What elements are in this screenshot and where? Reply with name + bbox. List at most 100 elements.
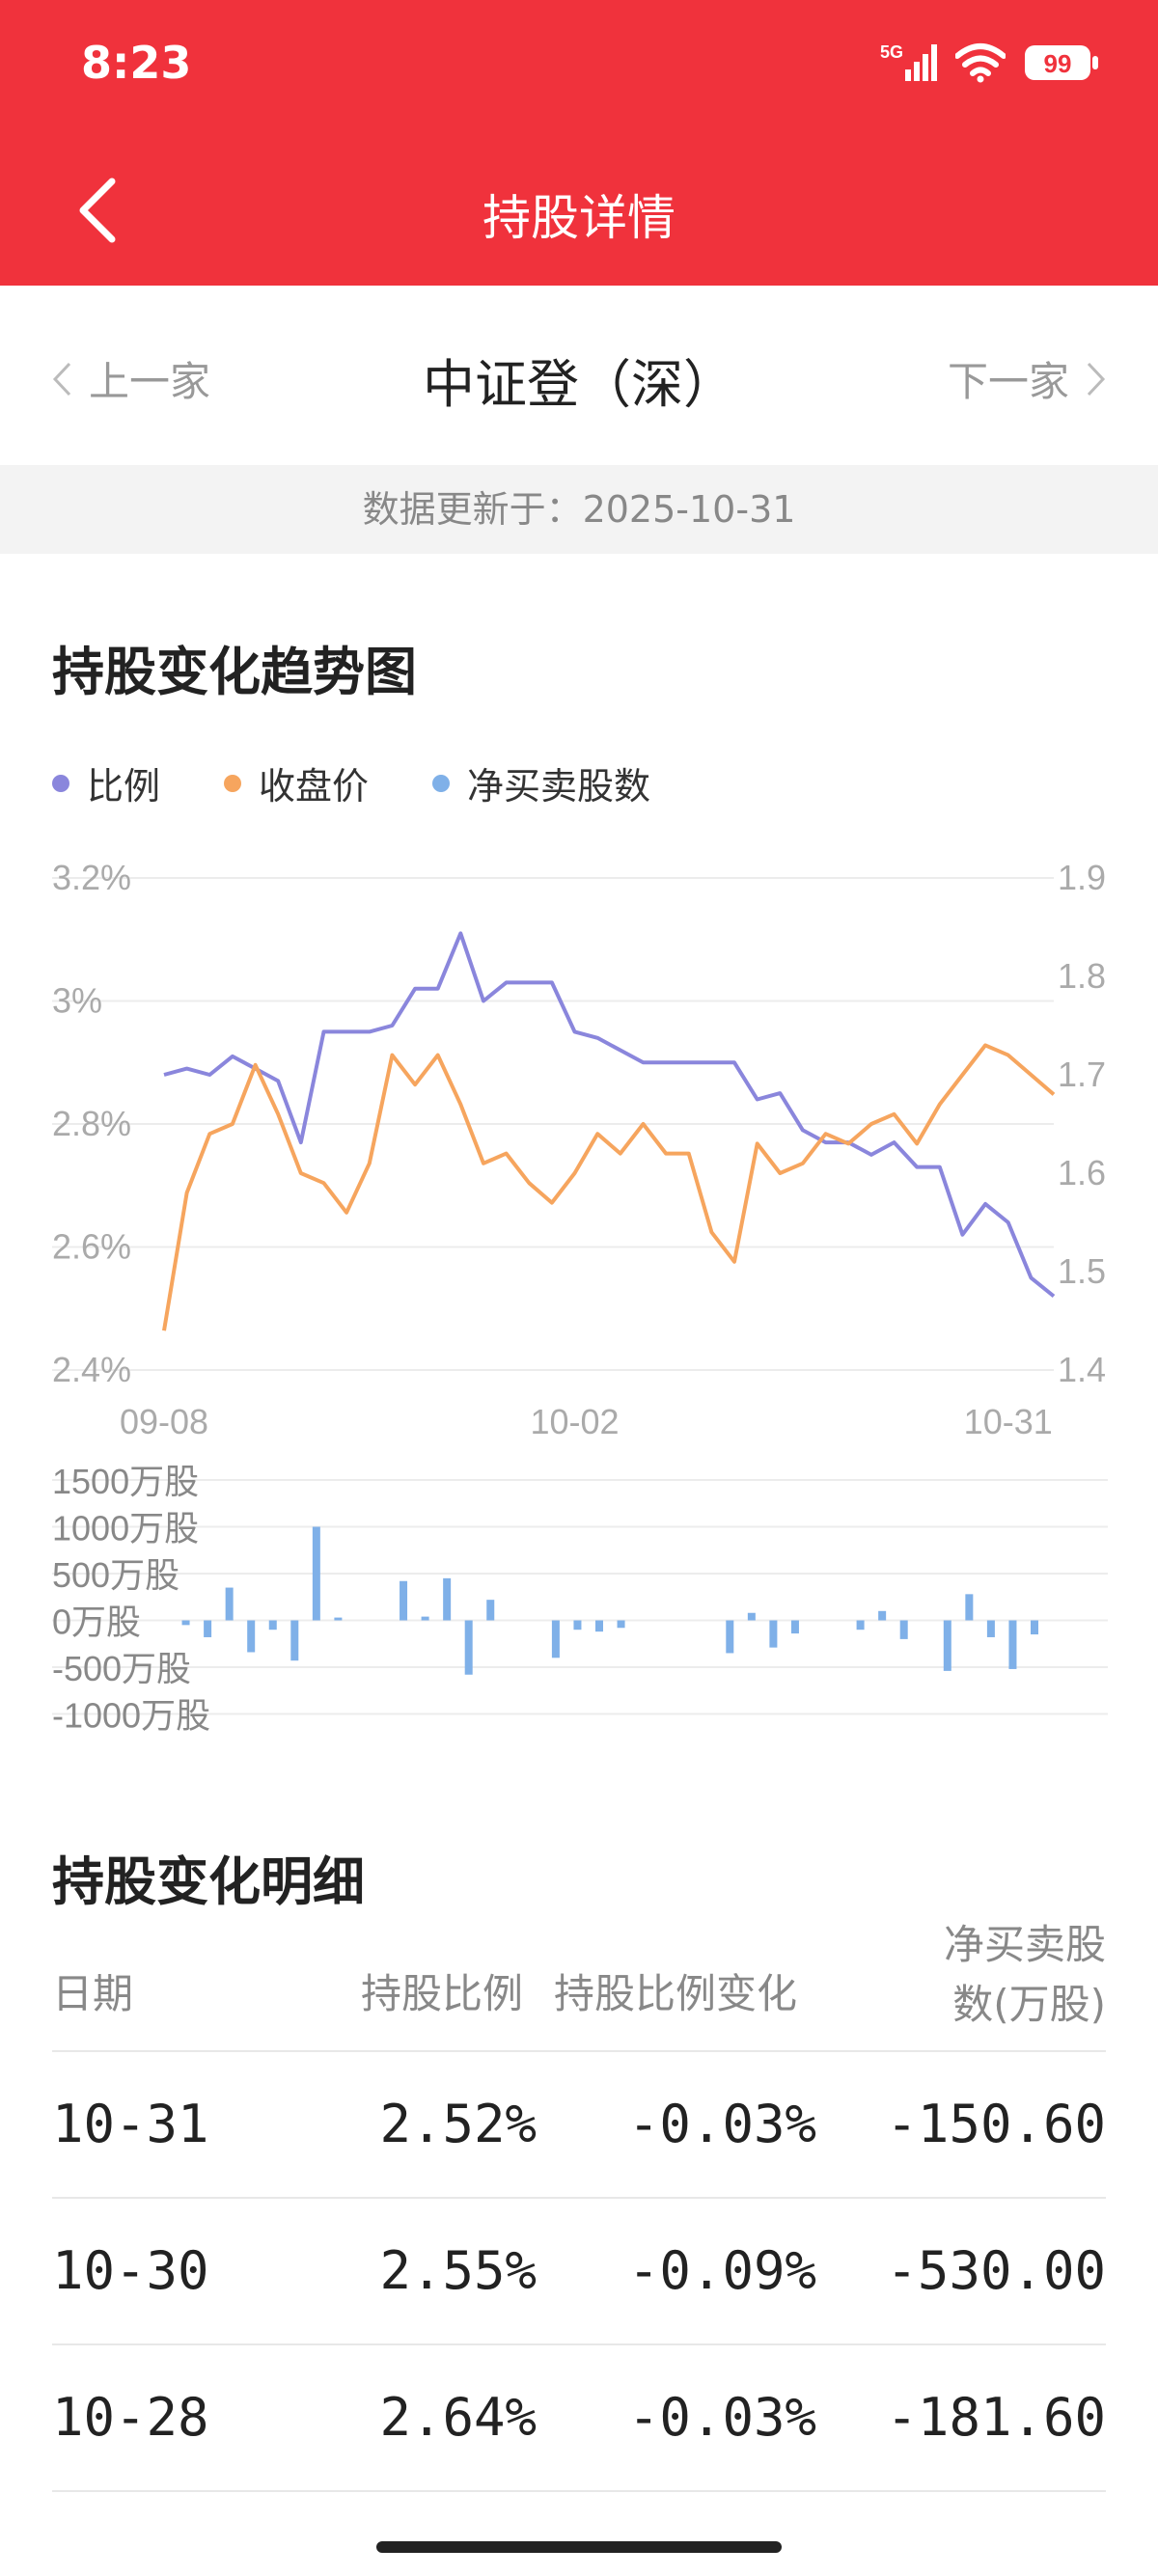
header-net-shares-line2: 数(万股) xyxy=(952,1981,1106,2028)
y-right-tick-label: 1.8 xyxy=(1058,956,1106,996)
net-shares-bar xyxy=(247,1620,256,1653)
page-title: 持股详情 xyxy=(482,190,676,246)
legend-item-close-price[interactable]: 收盘价 xyxy=(224,756,369,809)
header-ratio: 持股比例 xyxy=(361,1970,524,2017)
header-ratio-change: 持股比例变化 xyxy=(554,1970,798,2017)
y-left-tick-label: 3% xyxy=(52,981,102,1021)
bar-y-tick-label: 500万股 xyxy=(52,1555,179,1595)
cell-change: -0.03% xyxy=(627,2094,816,2154)
holding-trend-line-chart[interactable]: 3.2% 3% 2.8% 2.6% 2.4% 1.9 1.8 1.7 1.6 1.5 1.4 09-0… xyxy=(0,830,1158,1447)
data-update-bar: 数据更新于：2025-10-31 xyxy=(0,465,1158,554)
update-date: 2025-10-31 xyxy=(582,488,796,531)
table-row[interactable]: 10-28 2.64% -0.03% -181.60 xyxy=(52,2345,1106,2492)
y-left-tick-label: 2.4% xyxy=(52,1350,131,1389)
header-net-shares-line1: 净买卖股 xyxy=(943,1921,1106,1968)
header-date: 日期 xyxy=(52,1970,134,2017)
net-shares-bar xyxy=(595,1620,603,1632)
series-line-ratio xyxy=(163,931,1056,1299)
net-shares-bar xyxy=(573,1620,582,1631)
net-shares-bar xyxy=(790,1620,799,1634)
home-indicator[interactable] xyxy=(376,2541,782,2553)
signal-5g-icon: 5G xyxy=(880,42,937,81)
y-left-tick-label: 3.2% xyxy=(52,858,131,897)
net-shares-bar xyxy=(965,1594,974,1621)
net-shares-bar xyxy=(268,1620,277,1631)
net-shares-bar xyxy=(312,1526,320,1621)
net-shares-bar xyxy=(225,1587,234,1621)
net-shares-bar xyxy=(856,1620,865,1631)
y-left-tick-label: 2.8% xyxy=(52,1104,131,1143)
y-right-tick-label: 1.9 xyxy=(1058,858,1106,897)
x-tick-label: 10-02 xyxy=(530,1402,619,1441)
table-row[interactable]: 10-30 2.55% -0.09% -530.00 xyxy=(52,2199,1106,2345)
net-shares-bar xyxy=(443,1577,452,1621)
table-row[interactable]: 10-31 2.52% -0.03% -150.60 xyxy=(52,2052,1106,2199)
status-time: 8:23 xyxy=(81,37,192,89)
bar-y-tick-label: 1000万股 xyxy=(52,1509,199,1548)
net-shares-bar xyxy=(421,1616,429,1621)
cell-date: 10-30 xyxy=(52,2240,209,2301)
net-shares-bar-chart[interactable]: 1500万股 1000万股 500万股 0万股 -500万股 -1000万股 xyxy=(0,1447,1158,1766)
header-net-shares: 净买卖股 数(万股) xyxy=(944,1915,1106,2035)
net-shares-bar xyxy=(878,1610,887,1621)
cell-net: -150.60 xyxy=(886,2094,1106,2154)
cell-ratio: 2.52% xyxy=(379,2094,537,2154)
nav-bar xyxy=(0,125,1158,286)
net-shares-bar xyxy=(290,1620,299,1661)
y-right-tick-label: 1.5 xyxy=(1058,1251,1106,1291)
cell-change: -0.09% xyxy=(627,2240,816,2301)
battery-icon: 99 xyxy=(1025,45,1098,80)
y-right-tick-label: 1.7 xyxy=(1058,1055,1106,1094)
bar-y-tick-label: 0万股 xyxy=(52,1603,141,1642)
net-shares-bar xyxy=(986,1620,995,1637)
net-shares-bar xyxy=(204,1620,212,1637)
cell-date: 10-31 xyxy=(52,2094,209,2154)
bar-y-tick-label: 1500万股 xyxy=(52,1462,199,1501)
prev-company-button[interactable]: 上一家 xyxy=(50,349,210,408)
x-tick-label: 10-31 xyxy=(964,1402,1053,1441)
next-company-button[interactable]: 下一家 xyxy=(948,349,1108,408)
net-shares-bar xyxy=(551,1620,560,1658)
next-company-label: 下一家 xyxy=(947,358,1069,405)
net-shares-bar xyxy=(400,1580,408,1621)
net-shares-bar xyxy=(769,1620,778,1648)
net-shares-bar xyxy=(747,1612,756,1621)
net-shares-bar xyxy=(1008,1620,1017,1669)
bar-y-tick-label: -1000万股 xyxy=(52,1696,210,1736)
detail-table-title: 持股变化明细 xyxy=(52,1851,365,1912)
series-line-close-price xyxy=(162,1043,1056,1331)
trend-chart-title: 持股变化趋势图 xyxy=(52,642,417,702)
legend-item-ratio[interactable]: 比例 xyxy=(52,756,160,809)
prev-company-label: 上一家 xyxy=(89,358,211,405)
y-right-tick-label: 1.6 xyxy=(1058,1153,1106,1192)
net-shares-bar xyxy=(899,1620,908,1639)
legend-dot-close-price xyxy=(224,774,242,792)
cell-net: -530.00 xyxy=(886,2240,1106,2301)
chevron-left-icon xyxy=(52,362,71,396)
cell-change: -0.03% xyxy=(627,2387,816,2448)
status-icons: 5G 99 xyxy=(880,39,1100,87)
cell-ratio: 2.64% xyxy=(379,2387,537,2448)
net-shares-bar xyxy=(464,1620,473,1675)
status-bar: 8:23 5G 99 xyxy=(0,0,1158,125)
net-shares-bar xyxy=(1031,1620,1038,1635)
net-shares-bar xyxy=(617,1620,625,1629)
battery-level: 99 xyxy=(1044,49,1072,78)
net-shares-bar xyxy=(334,1617,343,1621)
net-shares-bar xyxy=(726,1620,734,1654)
legend-label-close-price: 收盘价 xyxy=(259,765,370,808)
cell-ratio: 2.55% xyxy=(379,2240,537,2301)
holding-detail-table: 日期 持股比例 持股比例变化 净买卖股 数(万股) 10-31 2.52% -0.0… xyxy=(52,1915,1106,2492)
y-right-tick-label: 1.4 xyxy=(1058,1350,1106,1389)
legend-dot-net-shares xyxy=(432,774,451,792)
back-arrow-icon[interactable] xyxy=(68,172,125,249)
net-shares-bar xyxy=(943,1620,951,1671)
net-shares-bar xyxy=(486,1600,495,1621)
legend-label-ratio: 比例 xyxy=(87,765,161,808)
legend-dot-ratio xyxy=(52,774,69,792)
legend-label-net-shares: 净买卖股数 xyxy=(467,765,651,808)
legend-item-net-shares[interactable]: 净买卖股数 xyxy=(432,756,650,809)
cell-date: 10-28 xyxy=(52,2387,209,2448)
y-left-tick-label: 2.6% xyxy=(52,1227,131,1267)
network-label: 5G xyxy=(880,42,903,62)
